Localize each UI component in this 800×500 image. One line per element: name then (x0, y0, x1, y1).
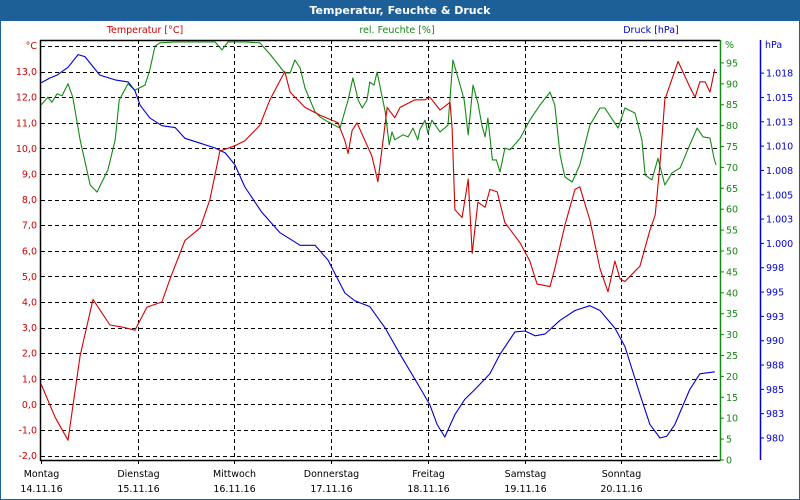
humidity-tick-label: 0 (726, 456, 732, 467)
axes: Montag 14.11.16 Dienstag 15.11.16 Mittwoch 16… (16, 39, 793, 495)
x-tick-date-label: 20.11.16 (600, 484, 642, 495)
pressure-tick-label: 993 (766, 312, 784, 323)
pressure-tick-label: 1.013 (766, 117, 793, 128)
humidity-tick-label: 50 (726, 247, 738, 258)
humidity-tick-label: 75 (726, 142, 738, 153)
humidity-tick-label: 40 (726, 288, 738, 299)
pressure-tick-label: 1.018 (766, 69, 793, 80)
legend-humidity: rel. Feuchte [%] (359, 25, 434, 36)
humidity-tick-label: 80 (726, 121, 738, 132)
temperature-tick-label: 11,0 (16, 118, 37, 129)
pressure-tick-label: 988 (766, 361, 784, 372)
humidity-tick-label: 25 (726, 351, 738, 362)
pressure-tick-label: 983 (766, 409, 784, 420)
pressure-tick-label: 1.010 (766, 142, 793, 153)
temperature-tick-label: -1,0 (18, 426, 37, 437)
window-title: Temperatur, Feuchte & Druck (1, 1, 799, 21)
x-tick-day-label: Dienstag (117, 469, 159, 480)
humidity-tick-label: 15 (726, 393, 738, 404)
humidity-tick-label: 65 (726, 184, 738, 195)
pressure-tick-label: 1.008 (766, 166, 793, 177)
humidity-tick-label: 95 (726, 58, 738, 69)
humidity-tick-label: 45 (726, 267, 738, 278)
pressure-tick-label: 980 (766, 434, 784, 445)
temperature-tick-label: 1,0 (22, 374, 37, 385)
pressure-tick-label: 1.015 (766, 93, 793, 104)
humidity-series-line (40, 41, 717, 193)
humidity-tick-label: 20 (726, 372, 738, 383)
x-tick-day-label: Montag (24, 469, 60, 480)
legend-temperature: Temperatur [°C] (106, 25, 183, 36)
pressure-tick-label: 990 (766, 336, 784, 347)
x-tick-date-label: 16.11.16 (213, 484, 255, 495)
humidity-tick-label: 70 (726, 163, 738, 174)
pressure-tick-label: 998 (766, 263, 784, 274)
temperature-tick-label: 10,0 (16, 144, 37, 155)
pressure-tick-label: 1.005 (766, 190, 793, 201)
temperature-unit-label: °C (26, 41, 38, 52)
humidity-tick-label: 5 (726, 435, 732, 446)
temperature-tick-label: 6,0 (22, 246, 37, 257)
temperature-tick-label: 12,0 (16, 93, 37, 104)
humidity-tick-label: 30 (726, 330, 738, 341)
humidity-tick-label: 85 (726, 100, 738, 111)
series-layer (40, 41, 717, 441)
legend-pressure: Druck [hPa] (623, 25, 679, 36)
grid (41, 40, 718, 460)
temperature-tick-label: 3,0 (22, 323, 37, 334)
x-tick-day-label: Donnerstag (304, 469, 359, 480)
x-tick-date-label: 19.11.16 (504, 484, 546, 495)
humidity-tick-label: 10 (726, 414, 738, 425)
pressure-tick-label: 995 (766, 288, 784, 299)
x-tick-date-label: 14.11.16 (20, 484, 62, 495)
x-tick-day-label: Samstag (505, 469, 547, 480)
pressure-tick-label: 1.003 (766, 215, 793, 226)
pressure-tick-label: 1.000 (766, 239, 793, 250)
humidity-tick-label: 35 (726, 309, 738, 320)
humidity-unit-label: % (725, 40, 734, 51)
pressure-tick-label: 985 (766, 385, 784, 396)
humidity-tick-label: 90 (726, 79, 738, 90)
x-tick-date-label: 18.11.16 (407, 484, 449, 495)
temperature-tick-label: 5,0 (22, 272, 37, 283)
temperature-tick-label: 7,0 (22, 221, 37, 232)
temperature-series-line (40, 60, 716, 441)
x-tick-date-label: 15.11.16 (117, 484, 159, 495)
x-tick-date-label: 17.11.16 (310, 484, 352, 495)
temperature-tick-label: 2,0 (22, 349, 37, 360)
temperature-tick-label: 9,0 (22, 170, 37, 181)
x-tick-day-label: Mittwoch (213, 469, 256, 480)
temperature-tick-label: 4,0 (22, 298, 37, 309)
temperature-tick-label: 13,0 (16, 67, 37, 78)
x-tick-day-label: Freitag (412, 469, 445, 480)
pressure-unit-label: hPa (765, 40, 782, 51)
pressure-series-line (40, 54, 715, 439)
x-tick-day-label: Sonntag (602, 469, 641, 480)
temperature-tick-label: 0,0 (22, 400, 37, 411)
temperature-tick-label: -2,0 (18, 451, 37, 462)
humidity-tick-label: 55 (726, 226, 738, 237)
humidity-tick-label: 60 (726, 205, 738, 216)
temperature-tick-label: 8,0 (22, 195, 37, 206)
